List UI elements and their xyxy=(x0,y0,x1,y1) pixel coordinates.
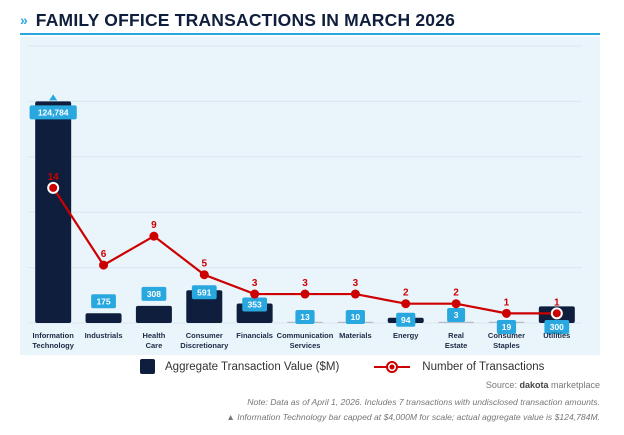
x-axis-label: Real xyxy=(448,331,464,340)
line-point[interactable] xyxy=(47,181,60,194)
legend: Aggregate Transaction Value ($M) Number … xyxy=(140,359,544,374)
x-axis-label: Consumer xyxy=(488,331,525,340)
bar[interactable] xyxy=(438,321,475,323)
chart-panel xyxy=(20,37,600,355)
bar-value-label-bg xyxy=(496,320,517,334)
bar-value-label: 3 xyxy=(454,310,459,320)
double-chevron-icon: » xyxy=(20,12,28,28)
bar-value-label-bg xyxy=(396,312,416,327)
bar-value-label: 591 xyxy=(197,287,211,297)
x-axis-label: Consumer xyxy=(186,331,223,340)
chart-title: FAMILY OFFICE TRANSACTIONS IN MARCH 2026 xyxy=(35,9,456,30)
line-point[interactable] xyxy=(451,299,461,309)
line-value-label: 14 xyxy=(48,172,60,183)
bar-value-label-bg xyxy=(295,310,315,324)
line-point[interactable] xyxy=(350,289,360,299)
line-value-label: 9 xyxy=(151,220,157,231)
line-point[interactable] xyxy=(401,299,411,309)
line-point[interactable] xyxy=(149,231,159,241)
line-value-label: 1 xyxy=(504,297,510,308)
x-axis-label: Utilities xyxy=(543,331,570,340)
title-underline xyxy=(20,33,600,35)
x-axis-label: Energy xyxy=(393,331,419,340)
line-point[interactable] xyxy=(501,308,511,318)
x-axis-label: Technology xyxy=(32,341,74,350)
legend-line-marker-icon xyxy=(374,360,411,373)
bar-value-label-bg xyxy=(345,310,365,324)
line-point[interactable] xyxy=(99,260,109,270)
bar[interactable] xyxy=(135,305,172,323)
line-value-label: 6 xyxy=(101,249,107,260)
data-note: Note: Data as of April 1, 2026. Includes… xyxy=(247,397,600,407)
x-axis-label: Estate xyxy=(445,341,468,350)
bar-value-label: 353 xyxy=(248,299,262,309)
bar-value-label: 175 xyxy=(96,296,110,306)
bar-value-label: 19 xyxy=(502,322,512,332)
x-axis-label: Communication xyxy=(277,331,334,340)
bar[interactable] xyxy=(35,101,72,324)
legend-item-bars: Aggregate Transaction Value ($M) xyxy=(140,359,339,374)
line-value-label: 2 xyxy=(453,288,459,299)
bar-value-label: 13 xyxy=(300,312,310,322)
line-value-label: 3 xyxy=(353,278,359,289)
legend-bar-swatch xyxy=(140,359,155,374)
x-axis-label: Care xyxy=(146,341,163,350)
x-axis-label: Materials xyxy=(339,331,372,340)
line-value-label: 1 xyxy=(554,297,560,308)
line-point[interactable] xyxy=(550,307,563,320)
triangle-up-icon: ▲ xyxy=(226,412,235,422)
bar-value-label: 308 xyxy=(147,289,161,299)
line-value-label: 3 xyxy=(252,278,258,289)
chart-svg: 124,784 175 308 591 353 13 10 94 3 19 300 14 6 9 5 3 3 3 2… xyxy=(28,45,582,350)
bar-value-label-bg xyxy=(29,105,77,120)
cap-note: ▲ Information Technology bar capped at $… xyxy=(226,412,600,422)
source-brand: dakota xyxy=(519,380,549,390)
bar-value-label-bg xyxy=(544,320,570,334)
line-value-label: 3 xyxy=(302,278,308,289)
bar-value-label: 10 xyxy=(351,312,361,322)
bar-value-label-bg xyxy=(447,308,466,322)
x-axis-label: Financials xyxy=(236,331,273,340)
bar[interactable] xyxy=(85,313,122,323)
legend-item-line: Number of Transactions xyxy=(339,360,544,374)
x-axis-label: Information xyxy=(33,331,75,340)
x-axis-label: Staples xyxy=(493,341,520,350)
line-point[interactable] xyxy=(300,289,310,299)
source-credit: Source: dakota marketplace xyxy=(486,380,600,390)
x-axis-label: Services xyxy=(290,341,321,350)
bar-value-label-bg xyxy=(191,285,217,300)
bar-value-label: 124,784 xyxy=(38,107,69,117)
bar-value-label: 94 xyxy=(401,315,411,325)
legend-line-label: Number of Transactions xyxy=(422,360,545,373)
bar-value-label-bg xyxy=(91,294,116,309)
chart-header: » FAMILY OFFICE TRANSACTIONS IN MARCH 20… xyxy=(20,8,455,32)
x-axis-label: Health xyxy=(142,331,165,340)
legend-bar-label: Aggregate Transaction Value ($M) xyxy=(165,360,340,373)
cap-note-text: Information Technology bar capped at $4,… xyxy=(234,412,600,422)
x-axis-label: Discretionary xyxy=(180,341,229,350)
source-prefix: Source: xyxy=(485,380,520,390)
bar-value-label-bg xyxy=(242,297,268,312)
line-value-label: 2 xyxy=(403,288,409,299)
x-axis-label: Industrials xyxy=(85,331,123,340)
line-value-label: 5 xyxy=(201,259,207,270)
cap-triangle-icon xyxy=(49,94,58,101)
line-point[interactable] xyxy=(199,270,209,280)
bar-value-label: 300 xyxy=(550,322,564,332)
bar-value-label-bg xyxy=(141,286,167,301)
line-point[interactable] xyxy=(250,289,260,299)
source-suffix: marketplace xyxy=(548,380,600,390)
